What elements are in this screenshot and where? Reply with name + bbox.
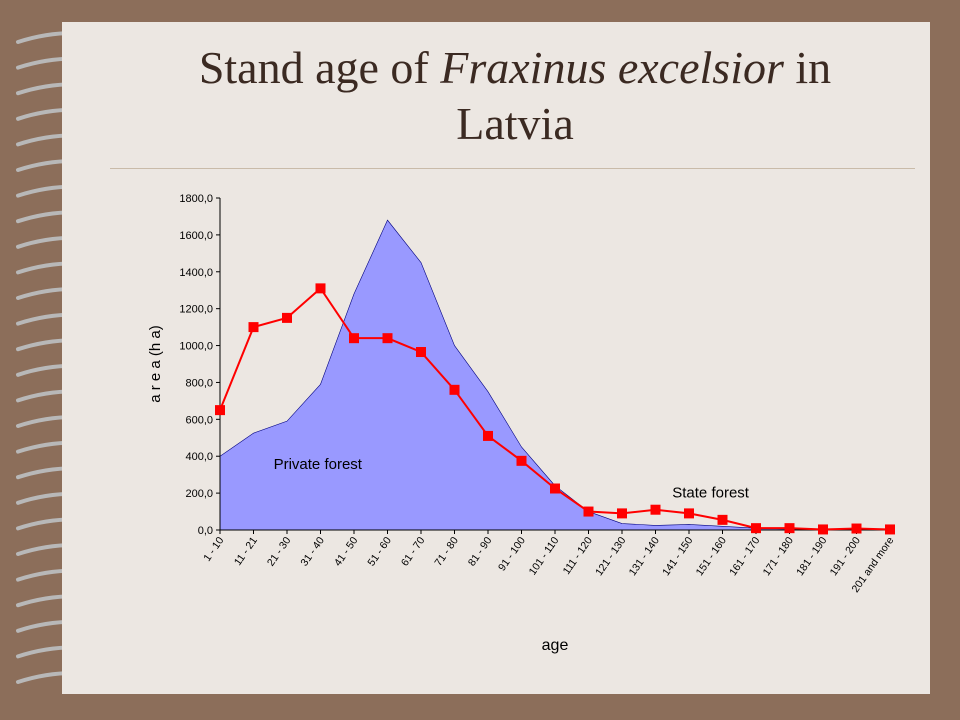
- x-tick-label: 61 - 70: [399, 535, 428, 569]
- y-tick-label: 1200,0: [179, 304, 213, 316]
- x-tick-label: 21 - 30: [265, 535, 294, 569]
- state-forest-point: [885, 524, 895, 535]
- x-tick-label: 191 - 200: [828, 535, 863, 578]
- x-tick-label: 161 - 170: [727, 535, 762, 578]
- x-tick-label: 151 - 160: [694, 535, 729, 578]
- state-forest-point: [583, 506, 594, 517]
- y-tick-label: 1600,0: [179, 230, 213, 242]
- title-prefix: Stand age of: [198, 42, 441, 93]
- state-forest-point: [851, 523, 862, 534]
- state-forest-point: [382, 333, 393, 344]
- x-axis-title: age: [542, 637, 569, 654]
- y-tick-label: 800,0: [185, 377, 213, 389]
- x-tick-label: 91 - 100: [496, 535, 528, 574]
- state-forest-point: [784, 523, 795, 534]
- y-tick-label: 0,0: [198, 525, 213, 537]
- title-suffix: in: [783, 42, 832, 93]
- stand-age-chart: 0,0 200,0 400,0 600,0 800,0 1000,0 1200,0 1400,…: [147, 193, 897, 654]
- state-forest-point: [617, 508, 627, 519]
- y-tick-label: 200,0: [185, 488, 213, 500]
- state-forest-point: [483, 430, 493, 441]
- x-tick-label: 101 - 110: [527, 535, 562, 578]
- y-tick-label: 1000,0: [179, 341, 213, 353]
- x-tick-label: 1 - 10: [201, 535, 226, 564]
- x-tick-label: 51 - 60: [365, 535, 394, 569]
- slide-title: Stand age of Fraxinus excelsior in Latvi…: [130, 40, 900, 152]
- y-axis-title: a r e a (h a): [147, 325, 164, 403]
- x-tick-label: 81 - 90: [466, 535, 495, 569]
- state-forest-point: [315, 283, 326, 294]
- x-tick-label: 41 - 50: [332, 535, 361, 569]
- state-forest-point: [282, 312, 292, 323]
- y-tick-label: 600,0: [185, 414, 213, 426]
- state-forest-point: [449, 384, 460, 395]
- x-tick-label: 171 - 180: [761, 535, 796, 578]
- x-tick-label: 71 - 80: [432, 535, 461, 569]
- x-tick-label: 181 - 190: [794, 535, 829, 578]
- state-forest-point: [550, 483, 560, 494]
- title-species: Fraxinus excelsior: [440, 42, 784, 93]
- y-tick-label: 1400,0: [179, 267, 213, 279]
- state-forest-point: [248, 322, 259, 333]
- x-tick-label: 11 - 21: [232, 535, 260, 568]
- state-forest-point: [717, 514, 728, 525]
- state-forest-label: State forest: [672, 485, 750, 502]
- private-forest-label: Private forest: [274, 456, 363, 473]
- state-forest-point: [684, 508, 694, 519]
- state-forest-point: [751, 523, 761, 534]
- x-tick-label: 141 - 150: [660, 535, 695, 578]
- x-tick-label: 111 - 120: [561, 535, 595, 577]
- state-forest-point: [818, 524, 828, 535]
- state-forest-point: [416, 347, 426, 358]
- x-tick-label: 31 - 40: [298, 535, 327, 569]
- y-tick-label: 400,0: [185, 451, 213, 463]
- x-tick-label: 131 - 140: [627, 535, 662, 578]
- x-tick-label: 121 - 130: [593, 535, 628, 578]
- title-line2: Latvia: [456, 98, 574, 149]
- state-forest-point: [516, 455, 527, 466]
- state-forest-point: [349, 333, 359, 344]
- title-divider: [110, 168, 915, 169]
- state-forest-point: [215, 405, 225, 416]
- slide-panel: [62, 22, 930, 694]
- y-tick-label: 1800,0: [179, 193, 213, 205]
- state-forest-point: [650, 504, 661, 515]
